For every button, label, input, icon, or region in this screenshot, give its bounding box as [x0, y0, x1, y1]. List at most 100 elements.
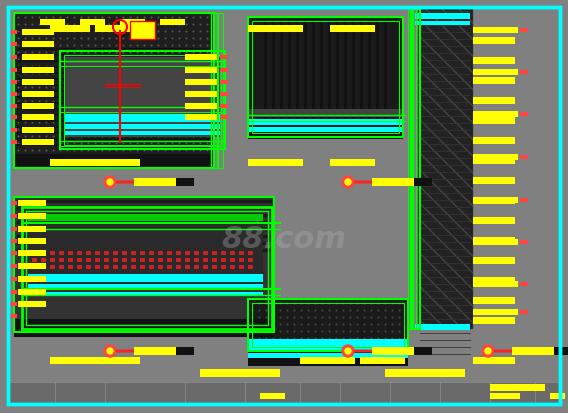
Bar — [158, 266, 163, 269]
Bar — [473, 154, 518, 161]
Bar — [22, 55, 54, 61]
Bar — [131, 266, 136, 269]
Bar — [473, 281, 518, 287]
Bar — [22, 115, 54, 121]
Bar — [122, 259, 127, 262]
Bar — [330, 159, 375, 166]
Bar — [113, 259, 118, 262]
Bar — [59, 259, 64, 262]
Bar — [9, 264, 17, 268]
Bar — [50, 252, 55, 255]
Bar — [412, 10, 420, 329]
Bar — [77, 259, 82, 262]
Bar — [95, 252, 100, 255]
Bar — [212, 266, 217, 269]
Bar — [14, 14, 214, 169]
Bar — [414, 347, 432, 355]
Bar — [86, 252, 91, 255]
FancyArrow shape — [116, 180, 139, 185]
Bar — [104, 252, 109, 255]
Bar — [176, 266, 181, 269]
Bar — [18, 263, 46, 269]
Bar — [18, 238, 46, 244]
Bar — [9, 214, 17, 218]
Bar — [50, 259, 55, 262]
Bar — [77, 252, 82, 255]
FancyArrow shape — [494, 349, 517, 354]
Bar — [95, 159, 140, 166]
Bar — [252, 22, 399, 134]
Bar — [185, 92, 217, 98]
Bar — [185, 252, 190, 255]
Bar — [9, 228, 17, 231]
Circle shape — [342, 345, 354, 357]
FancyArrow shape — [354, 180, 377, 185]
Bar — [9, 69, 17, 73]
Bar — [68, 259, 73, 262]
Bar — [122, 266, 127, 269]
Bar — [14, 154, 214, 169]
Bar — [185, 115, 217, 121]
Bar — [28, 274, 263, 282]
Bar — [248, 18, 403, 138]
Bar — [28, 214, 263, 289]
Bar — [113, 266, 118, 269]
Bar — [330, 26, 375, 33]
Bar — [131, 259, 136, 262]
Circle shape — [107, 348, 113, 354]
Bar — [18, 276, 46, 282]
Bar — [218, 14, 223, 169]
Bar — [95, 266, 100, 269]
Bar — [248, 259, 253, 262]
Bar — [185, 104, 217, 110]
Bar — [130, 22, 155, 40]
Bar — [512, 347, 554, 355]
Bar — [9, 141, 17, 145]
Bar — [520, 29, 528, 33]
Bar — [86, 266, 91, 269]
Bar — [167, 259, 172, 262]
Bar — [65, 115, 220, 123]
Bar — [59, 252, 64, 255]
Bar — [220, 116, 228, 120]
Circle shape — [104, 345, 116, 357]
Circle shape — [104, 177, 116, 189]
Bar — [14, 14, 214, 169]
Bar — [9, 105, 17, 109]
Bar — [520, 240, 528, 244]
Bar — [22, 42, 54, 48]
Bar — [95, 259, 100, 262]
Bar — [473, 218, 515, 224]
Bar — [68, 266, 73, 269]
Bar — [160, 20, 185, 26]
Bar — [473, 70, 518, 76]
Bar — [68, 252, 73, 255]
Bar — [473, 317, 515, 324]
Bar — [221, 252, 226, 255]
Bar — [9, 93, 17, 97]
Bar — [520, 199, 528, 202]
Bar — [490, 384, 545, 391]
Circle shape — [485, 348, 491, 354]
Bar — [9, 277, 17, 281]
Circle shape — [342, 177, 354, 189]
Bar — [473, 158, 515, 165]
Bar — [220, 69, 228, 73]
Bar — [211, 14, 217, 169]
Bar — [167, 252, 172, 255]
Bar — [40, 20, 65, 26]
Bar — [50, 26, 90, 33]
Bar — [134, 178, 176, 187]
Bar — [176, 252, 181, 255]
Bar — [372, 347, 414, 355]
Bar — [149, 259, 154, 262]
Bar — [194, 266, 199, 269]
Bar — [203, 252, 208, 255]
Bar — [18, 301, 46, 307]
Bar — [239, 252, 244, 255]
Bar — [185, 55, 217, 61]
Bar — [185, 266, 190, 269]
Bar — [415, 324, 470, 330]
Bar — [473, 197, 518, 204]
Bar — [22, 30, 54, 36]
